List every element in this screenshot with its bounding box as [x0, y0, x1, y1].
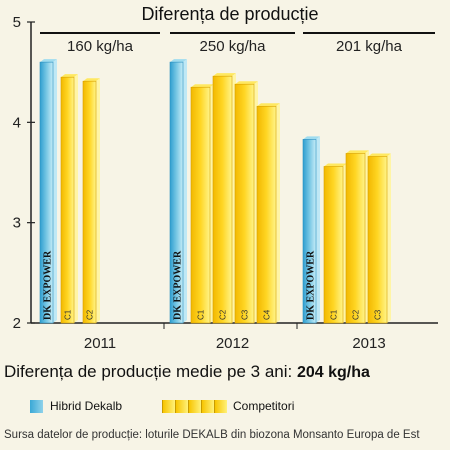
legend-competitor-swatch-3 [188, 400, 201, 413]
bar-label-2013-C2: C2 [352, 309, 361, 320]
bar-label-2012-C1: C1 [197, 309, 206, 320]
legend-hybrid-label: Hibrid Dekalb [50, 399, 123, 413]
average-difference-value: 204 kg/ha [296, 364, 370, 381]
bar-label-2012-C2: C2 [219, 309, 228, 320]
bar-label-2011-C1: C1 [64, 309, 73, 320]
y-tick-label-4: 4 [13, 114, 21, 131]
bar-2011-C1 [60, 76, 75, 324]
y-tick-label-2: 2 [13, 315, 21, 332]
bar-side-2013-C3 [387, 153, 391, 323]
average-difference: Diferența de producție medie pe 3 ani: 2… [4, 362, 446, 382]
bar-label-2012-C3: C3 [241, 309, 250, 320]
bar-cap-2013-DK-EXPOWER [303, 136, 320, 140]
bar-side-2012-C4 [276, 103, 280, 323]
bar-label-2012-DK-EXPOWER: DK EXPOWER [173, 250, 184, 320]
bar-label-2011-DK-EXPOWER: DK EXPOWER [43, 250, 54, 320]
bar-cap-2013-C3 [368, 153, 391, 157]
bar-side-2011-C2 [96, 78, 100, 324]
bar-cap-2012-DK-EXPOWER [170, 59, 187, 63]
bar-2013-C3 [367, 156, 388, 324]
bar-2012-C1 [190, 86, 211, 324]
group-difference-2013: 201 kg/ha [336, 38, 403, 55]
bar-cap-2012-C2 [213, 73, 236, 77]
bar-cap-2012-C3 [235, 81, 258, 85]
bar-side-2011-DK-EXPOWER [53, 59, 57, 324]
bar-label-2013-DK-EXPOWER: DK EXPOWER [306, 250, 317, 320]
bar-label-2013-C1: C1 [330, 309, 339, 320]
bar-2011-C2 [82, 80, 97, 324]
bar-cap-2012-C1 [191, 84, 214, 88]
x-label-year-2013: 2013 [352, 335, 385, 352]
bar-2012-C4 [256, 105, 277, 324]
bar-side-2011-C1 [74, 74, 78, 323]
bar-2012-C3 [234, 83, 255, 324]
legend-competitor-swatch-4 [201, 400, 214, 413]
bar-cap-2012-C4 [257, 103, 280, 107]
bar-cap-2011-C2 [83, 78, 100, 82]
data-source-note: Sursa datelor de producție: loturile DEK… [4, 429, 420, 441]
legend-competitor-swatch-2 [175, 400, 188, 413]
group-difference-2012: 250 kg/ha [200, 38, 267, 55]
x-label-year-2012: 2012 [216, 335, 249, 352]
y-tick-label-3: 3 [13, 215, 21, 232]
legend-hybrid-swatch [30, 400, 43, 413]
bar-side-2013-DK-EXPOWER [316, 136, 320, 323]
bar-2013-DK-EXPOWER [302, 139, 317, 324]
bar-cap-2011-DK-EXPOWER [40, 59, 57, 63]
legend-competitor-swatch-1 [162, 400, 175, 413]
bar-2012-DK-EXPOWER [169, 61, 184, 324]
bar-cap-2013-C1 [324, 163, 347, 167]
legend-competitor-swatch-5 [214, 400, 227, 413]
bar-cap-2013-C2 [346, 150, 369, 154]
x-label-year-2011: 2011 [84, 335, 116, 352]
bar-2013-C2 [345, 153, 366, 324]
bar-side-2012-DK-EXPOWER [183, 59, 187, 324]
production-chart: Diferența de producție 2 3 4 5 160 kg/ha 201… [13, 4, 438, 352]
chart-title: Diferența de producție [141, 4, 318, 24]
bar-2013-C1 [323, 166, 344, 324]
bar-label-2013-C3: C3 [374, 309, 383, 320]
bar-2011-DK-EXPOWER [39, 61, 54, 324]
bar-label-2011-C2: C2 [86, 309, 95, 320]
bar-label-2012-C4: C4 [263, 309, 272, 320]
bar-cap-2011-C1 [61, 74, 78, 78]
y-tick-label-5: 5 [13, 14, 21, 31]
bar-2012-C2 [212, 75, 233, 324]
legend: Hibrid Dekalb Competitori [28, 396, 438, 418]
legend-competitor-label: Competitori [233, 399, 295, 413]
group-difference-2011: 160 kg/ha [67, 38, 134, 55]
average-difference-label: Diferența de producție medie pe 3 ani: [4, 362, 293, 381]
